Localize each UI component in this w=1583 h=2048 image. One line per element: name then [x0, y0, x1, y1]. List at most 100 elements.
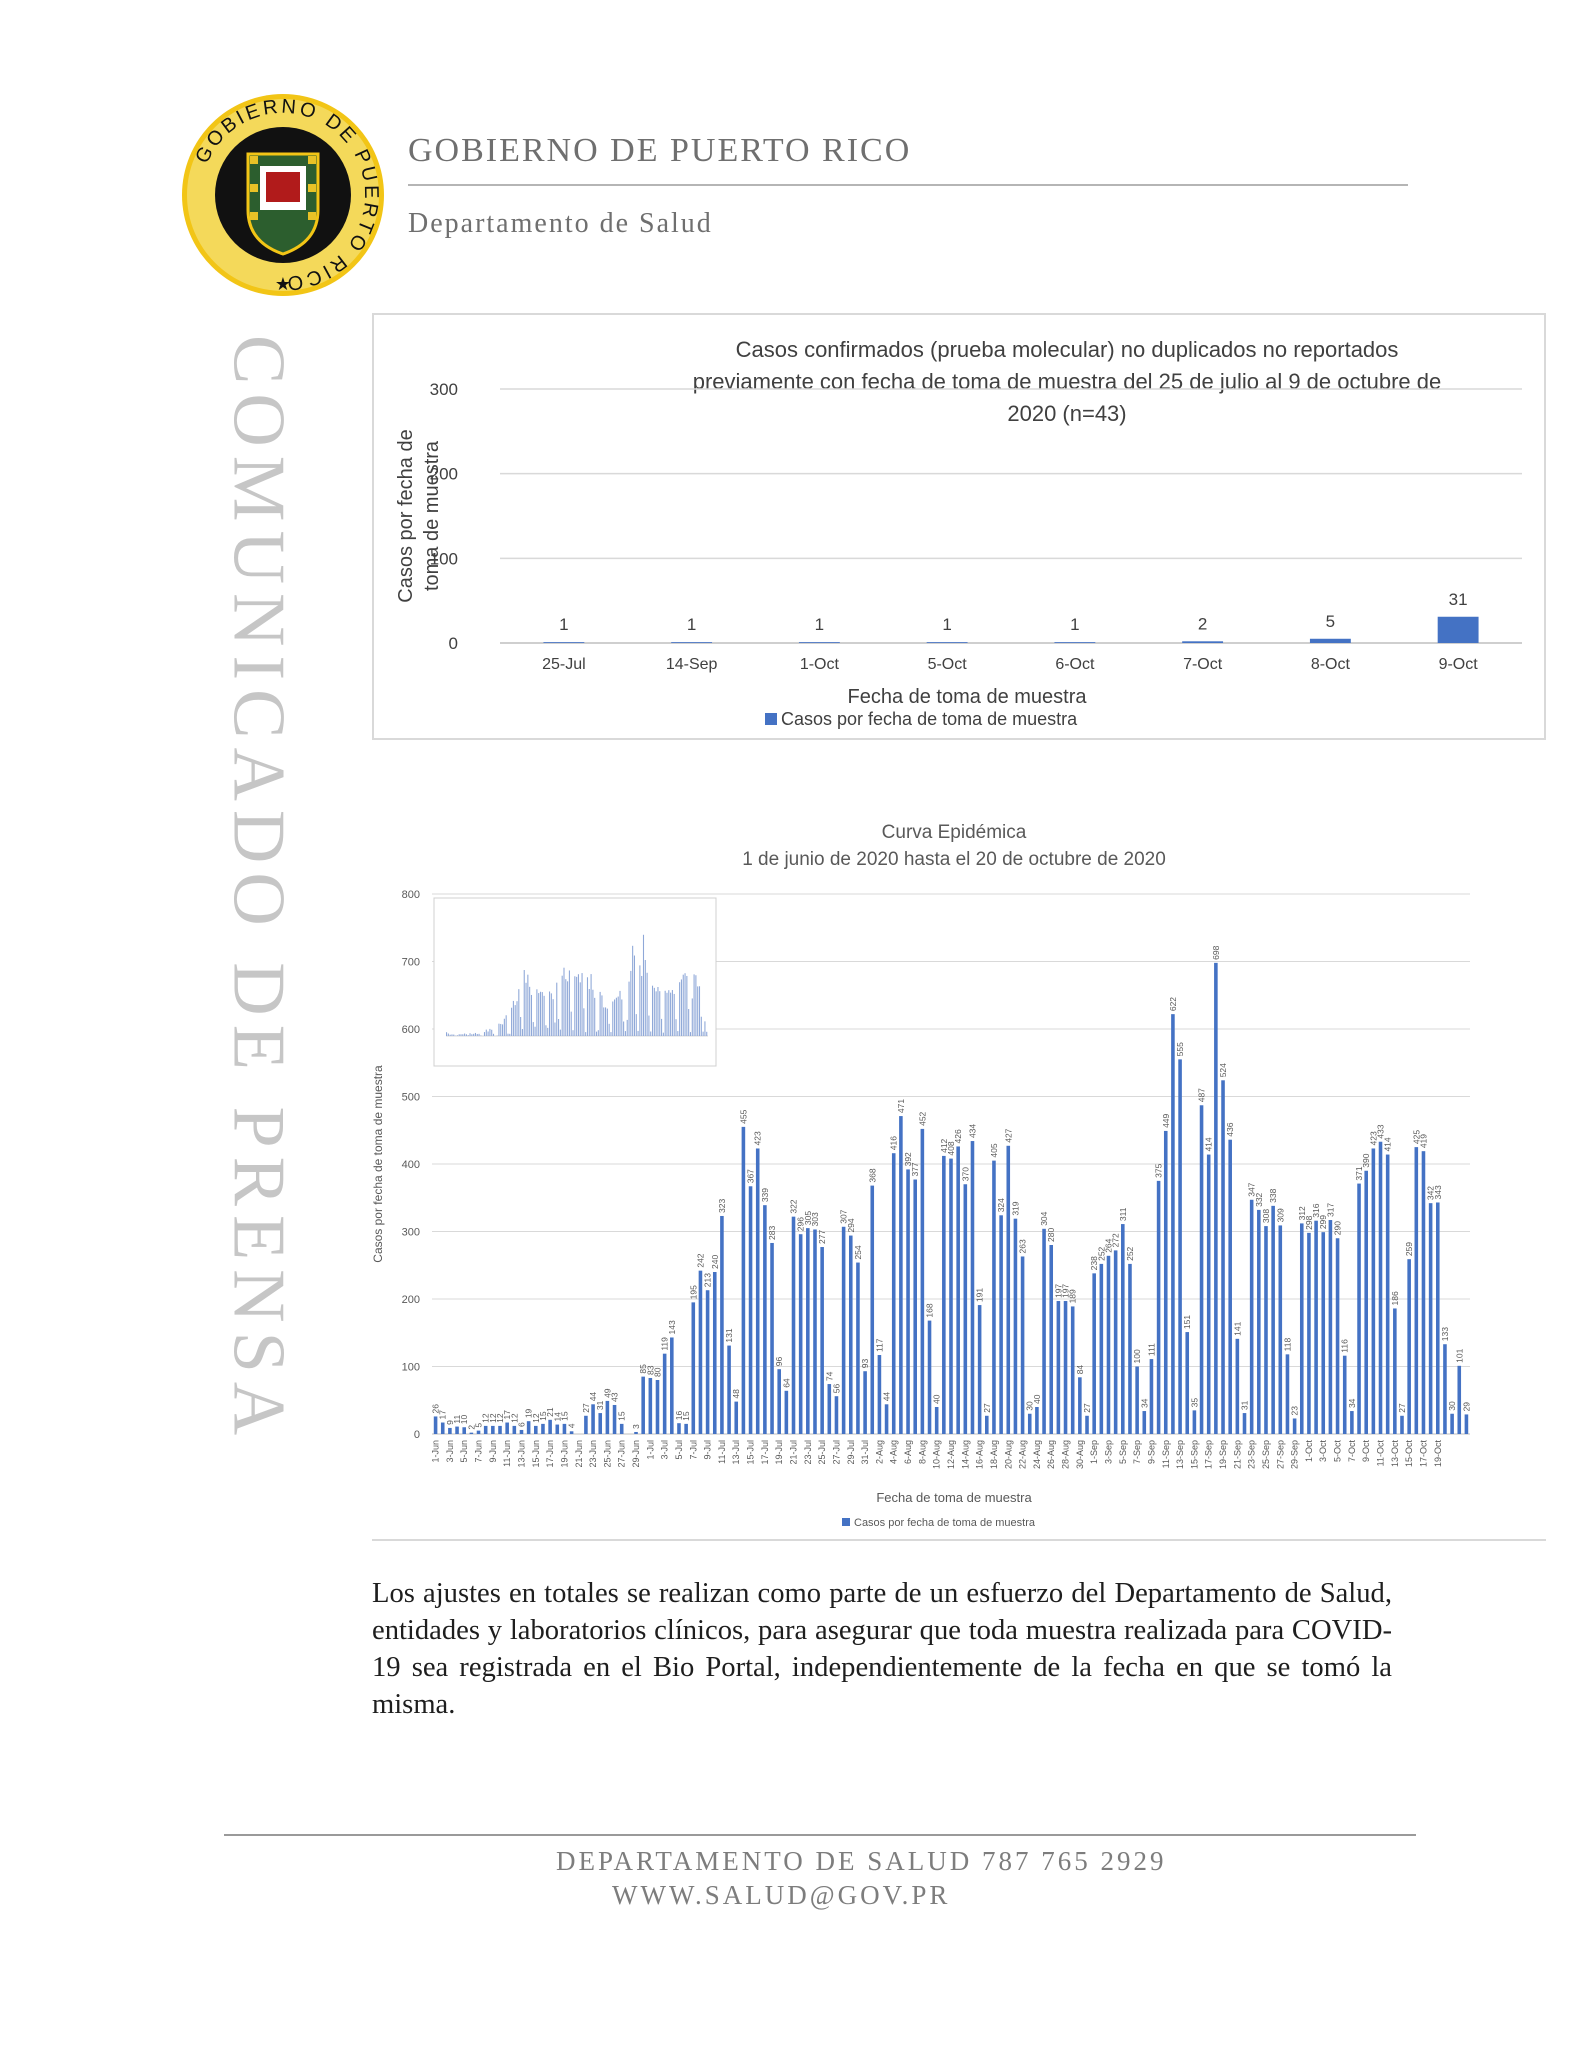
chart2-inset-bar [585, 1032, 587, 1036]
chart2-bar [970, 1141, 975, 1434]
chart2-bar [1199, 1105, 1204, 1434]
chart2-x-tick-label: 8-Aug [917, 1440, 927, 1464]
chart2-inset-bar [453, 1034, 455, 1036]
chart2-inset-bar [487, 1031, 489, 1036]
chart2-inset-bar [534, 1026, 536, 1036]
chart2-inset-bar [697, 986, 699, 1036]
chart2-bar [977, 1305, 982, 1434]
chart2-data-label: 452 [917, 1111, 927, 1125]
chart2-inset-bar [449, 1034, 451, 1036]
chart2-inset-bar [606, 1008, 608, 1036]
chart2-x-tick-label: 9-Sep [1146, 1440, 1156, 1464]
chart2-inset-bar [465, 1034, 467, 1036]
chart2-inset-bar [558, 1019, 560, 1036]
chart2-bar [677, 1423, 681, 1434]
chart2-inset-bar [626, 1019, 628, 1036]
chart2-inset-bar [686, 975, 688, 1036]
chart2-bar [806, 1228, 810, 1434]
chart2-inset-bar [698, 986, 701, 1036]
chart2-x-tick-label: 21-Sep [1232, 1440, 1242, 1469]
chart2-inset-bar [516, 1001, 518, 1036]
chart2-y-tick-label: 600 [402, 1024, 420, 1036]
chart2-bar [942, 1155, 946, 1434]
chart2-inset-bar [552, 999, 554, 1036]
chart2-x-tick-label: 16-Aug [975, 1440, 985, 1469]
chart2-bar [1464, 1414, 1469, 1434]
chart2-x-tick-label: 25-Jul [817, 1440, 827, 1465]
chart2-data-label: 2 [466, 1425, 476, 1430]
chart2-inset-bar [610, 1032, 612, 1036]
chart2-inset-bar [456, 1035, 458, 1036]
chart2-x-tick-label: 1-Jul [645, 1440, 655, 1460]
chart2-data-label: 414 [1383, 1137, 1393, 1151]
chart2-x-axis-label: Fecha de toma de muestra [876, 1490, 1032, 1505]
chart2-bar [476, 1430, 481, 1434]
chart1-x-tick-label: 14-Sep [666, 656, 718, 673]
chart2-inset-bar [547, 1027, 549, 1036]
chart2-inset-bar [451, 1034, 453, 1036]
chart2-bar [605, 1400, 610, 1434]
chart2-x-tick-label: 11-Jun [502, 1440, 512, 1467]
chart2-x-tick-label: 19-Jul [774, 1440, 784, 1465]
chart2-bar [612, 1404, 617, 1434]
chart2-data-label: 141 [1232, 1321, 1242, 1335]
chart2-data-label: 307 [839, 1209, 849, 1223]
chart2-data-label: 133 [1440, 1327, 1450, 1341]
chart2-bar [641, 1376, 645, 1434]
chart2-inset-bar [677, 1031, 679, 1036]
chart2-data-label: 27 [581, 1403, 591, 1413]
chart2-bar [813, 1229, 817, 1434]
chart2-data-label: 238 [1089, 1256, 1099, 1270]
chart2-data-label: 312 [1297, 1206, 1307, 1220]
chart1-x-tick-label: 7-Oct [1183, 656, 1223, 673]
chart1-bar [1309, 638, 1351, 643]
chart2-x-tick-label: 15-Jun [531, 1440, 541, 1468]
chart1-data-label: 1 [687, 615, 696, 634]
chart2-bar [1214, 962, 1218, 1434]
chart2-data-label: 555 [1175, 1042, 1185, 1056]
chart1-y-axis-label-line: toma de muestra [421, 440, 443, 591]
chart2-bar [491, 1425, 495, 1434]
chart2-bar [505, 1422, 509, 1434]
chart2-data-label: 416 [889, 1136, 899, 1150]
chart2-bar [684, 1423, 688, 1434]
chart2-x-tick-label: 25-Sep [1261, 1440, 1271, 1469]
chart1-y-tick-label: 0 [449, 634, 458, 653]
chart2-bar [798, 1234, 803, 1434]
chart1-data-label: 31 [1449, 590, 1468, 609]
chart2-bar [1142, 1411, 1147, 1434]
chart2-data-label: 427 [1003, 1128, 1013, 1142]
chart2-inset-bar [661, 1018, 663, 1036]
chart1-x-tick-label: 25-Jul [542, 656, 586, 673]
chart2-y-tick-label: 300 [402, 1227, 420, 1239]
chart2-bar [927, 1320, 932, 1434]
chart2-data-label: 30 [1447, 1401, 1457, 1411]
chart2-inset-bar [539, 991, 542, 1036]
chart2-data-label: 189 [1068, 1289, 1078, 1303]
chart2-data-label: 426 [953, 1129, 963, 1143]
chart1-title-line: Casos confirmados (prueba molecular) no … [736, 337, 1399, 362]
seal-star-icon: ★ [275, 274, 291, 294]
chart2-inset-bar [594, 997, 596, 1036]
chart2-bar [963, 1184, 968, 1434]
chart2-bar [763, 1205, 767, 1434]
chart2-bar [1421, 1151, 1426, 1434]
chart2-bar [1121, 1224, 1125, 1434]
chart2-x-tick-label: 15-Sep [1189, 1440, 1199, 1469]
chart2-x-tick-label: 21-Jul [789, 1440, 799, 1465]
chart1-bar [1054, 642, 1096, 643]
chart2-data-label: 26 [431, 1404, 441, 1414]
chart2-bar [1171, 1014, 1175, 1434]
chart2-bar [1357, 1183, 1361, 1434]
chart2-bar [1378, 1141, 1383, 1434]
chart2-bar [1070, 1306, 1075, 1434]
chart2-bar [1042, 1228, 1046, 1434]
chart2-title-line: 1 de junio de 2020 hasta el 20 de octubr… [742, 849, 1166, 870]
chart2-x-tick-label: 14-Aug [960, 1440, 970, 1469]
chart2-data-label: 117 [874, 1338, 884, 1352]
chart2-bar [648, 1377, 653, 1434]
chart2-x-tick-label: 1-Oct [1304, 1440, 1314, 1463]
chart2-inset-bar [617, 996, 619, 1036]
chart2-x-tick-label: 21-Jun [574, 1440, 584, 1468]
chart2-bar [1228, 1139, 1232, 1434]
